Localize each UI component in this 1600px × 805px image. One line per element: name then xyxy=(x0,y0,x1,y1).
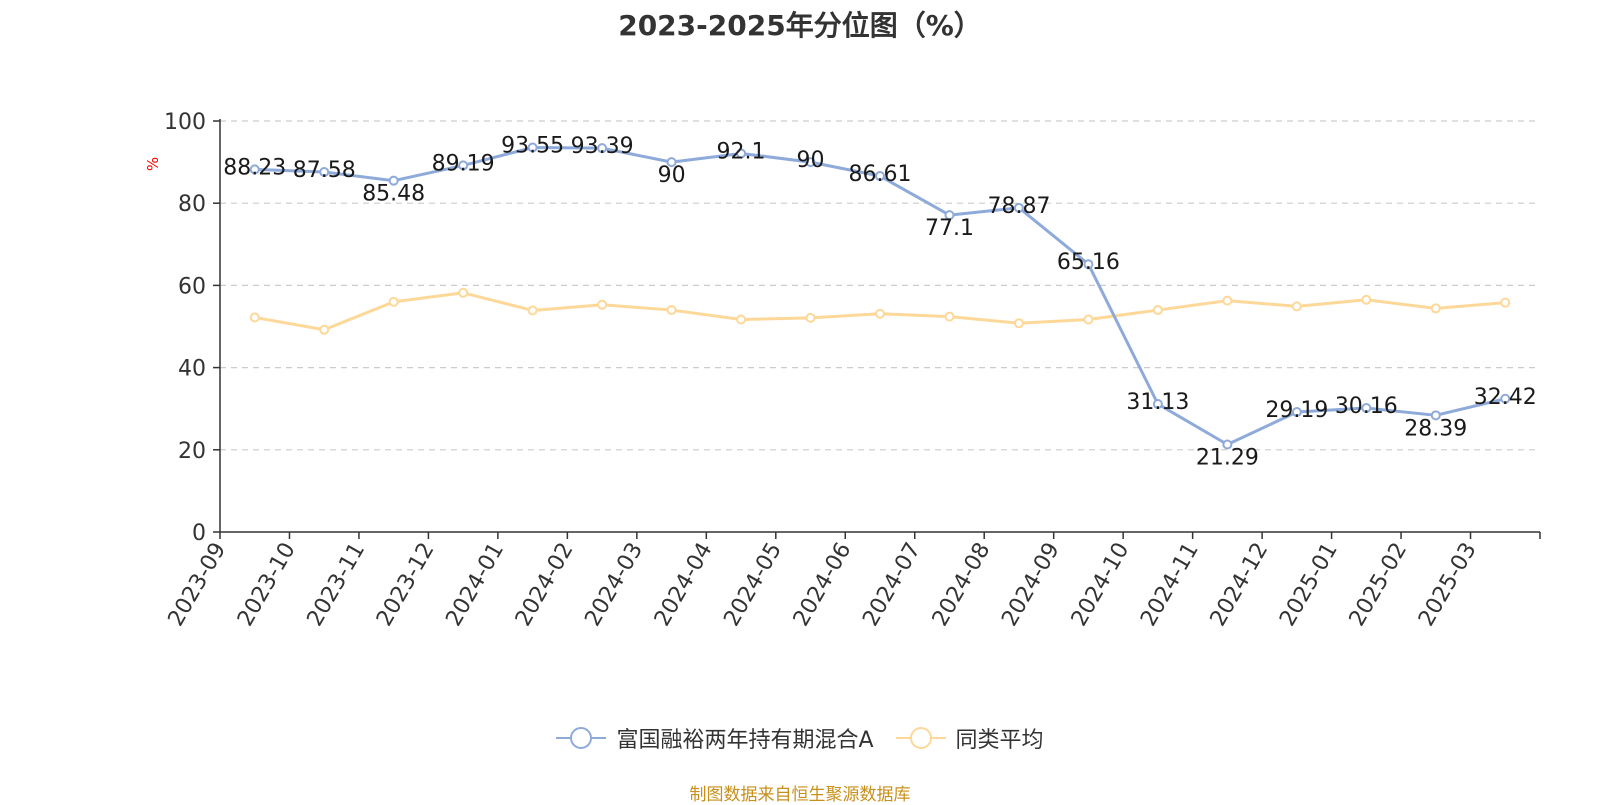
fund-data-point[interactable] xyxy=(1291,407,1302,418)
fund-data-point[interactable] xyxy=(388,175,399,186)
average-data-point[interactable] xyxy=(319,324,330,335)
average-data-point[interactable] xyxy=(249,312,260,323)
legend-item-fund[interactable]: 富国融裕两年持有期混合A xyxy=(556,722,874,754)
fund-data-label: 88.23 xyxy=(223,155,286,180)
fund-data-label: 78.87 xyxy=(987,194,1050,219)
y-tick-label: 80 xyxy=(178,192,206,217)
fund-data-point[interactable] xyxy=(1222,439,1233,450)
fund-data-point[interactable] xyxy=(736,148,747,159)
fund-data-point[interactable] xyxy=(458,160,469,171)
average-data-point[interactable] xyxy=(527,305,538,316)
x-tick-label: 2024-01 xyxy=(441,539,509,631)
x-tick-label: 2023-10 xyxy=(233,539,301,631)
x-tick-label: 2023-11 xyxy=(303,539,371,631)
average-data-point[interactable] xyxy=(388,296,399,307)
x-tick-label: 2024-05 xyxy=(719,539,787,631)
average-data-point[interactable] xyxy=(1222,295,1233,306)
chart-title: 2023-2025年分位图（%） xyxy=(618,9,982,42)
average-data-point[interactable] xyxy=(944,311,955,322)
average-data-point[interactable] xyxy=(458,287,469,298)
legend-average-marker-icon xyxy=(895,727,946,749)
legend-item-average[interactable]: 同类平均 xyxy=(895,722,1044,754)
y-tick-label: 60 xyxy=(178,274,206,299)
source-note: 制图数据来自恒生聚源数据库 xyxy=(689,785,911,805)
legend-average-label: 同类平均 xyxy=(955,728,1044,753)
y-tick-label: 100 xyxy=(164,110,206,135)
fund-data-label: 28.39 xyxy=(1404,416,1467,441)
fund-data-label: 29.19 xyxy=(1265,398,1328,423)
y-axis-label: % xyxy=(144,157,162,171)
fund-data-label: 77.1 xyxy=(925,216,974,241)
fund-data-point[interactable] xyxy=(875,171,885,182)
fund-data-label: 93.55 xyxy=(501,134,564,159)
average-data-point[interactable] xyxy=(1500,297,1511,308)
x-tick-label: 2024-04 xyxy=(650,539,718,631)
fund-data-point[interactable] xyxy=(1361,403,1372,414)
average-data-point[interactable] xyxy=(1291,301,1302,312)
average-data-point[interactable] xyxy=(597,299,608,310)
average-data-point[interactable] xyxy=(1083,314,1094,325)
fund-data-label: 90 xyxy=(658,163,686,188)
fund-data-point[interactable] xyxy=(1500,393,1511,404)
x-tick-label: 2025-03 xyxy=(1414,539,1482,631)
series-layer xyxy=(249,142,1511,450)
average-data-point[interactable] xyxy=(1152,305,1163,316)
average-data-point[interactable] xyxy=(1430,303,1441,314)
fund-data-point[interactable] xyxy=(319,167,330,178)
y-tick-label: 0 xyxy=(192,521,206,546)
fund-data-point[interactable] xyxy=(805,157,816,168)
fund-data-label: 85.48 xyxy=(362,182,425,207)
fund-data-label: 93.39 xyxy=(571,134,634,159)
y-tick-label: 40 xyxy=(178,357,206,382)
x-tick-label: 2023-12 xyxy=(372,539,440,631)
legend-fund-label: 富国融裕两年持有期混合A xyxy=(616,728,874,753)
fund-data-point[interactable] xyxy=(527,142,538,153)
fund-data-point[interactable] xyxy=(1430,410,1441,421)
x-tick-label: 2024-08 xyxy=(928,538,996,630)
x-tick-label: 2023-09 xyxy=(164,539,232,631)
fund-data-point[interactable] xyxy=(1013,202,1024,213)
x-tick-label: 2024-11 xyxy=(1136,539,1204,631)
average-data-point[interactable] xyxy=(666,305,677,316)
fund-data-label: 87.58 xyxy=(293,158,356,183)
x-tick-label: 2024-07 xyxy=(858,539,926,631)
y-tick-label: 20 xyxy=(178,439,206,464)
x-tick-label: 2024-06 xyxy=(789,539,857,631)
x-tick-label: 2024-09 xyxy=(997,539,1065,631)
average-data-point[interactable] xyxy=(805,312,816,323)
x-tick-label: 2024-12 xyxy=(1206,539,1274,631)
fund-data-point[interactable] xyxy=(944,210,955,221)
fund-data-point[interactable] xyxy=(597,143,608,154)
fund-data-point[interactable] xyxy=(1083,259,1094,270)
average-data-point[interactable] xyxy=(875,308,885,319)
fund-data-point[interactable] xyxy=(666,157,677,168)
grid-lines xyxy=(220,120,1540,451)
average-data-point[interactable] xyxy=(1013,318,1024,329)
fund-data-label: 90 xyxy=(797,148,825,173)
fund-data-point[interactable] xyxy=(249,164,260,175)
fund-data-label: 32.42 xyxy=(1474,385,1537,410)
fund-data-label: 21.29 xyxy=(1196,445,1259,470)
fund-data-label: 89.19 xyxy=(432,151,495,176)
fund-data-label: 30.16 xyxy=(1335,394,1398,419)
x-tick-label: 2025-01 xyxy=(1275,539,1343,631)
legend: 富国融裕两年持有期混合A 同类平均 xyxy=(0,722,1600,754)
x-tick-label: 2024-03 xyxy=(580,539,648,631)
fund-data-label: 31.13 xyxy=(1126,390,1189,415)
average-data-point[interactable] xyxy=(1361,294,1372,305)
average-data-point[interactable] xyxy=(736,314,747,325)
x-tick-label: 2024-10 xyxy=(1067,539,1135,631)
fund-data-label: 65.16 xyxy=(1057,250,1120,275)
x-tick-label: 2025-02 xyxy=(1345,539,1413,631)
legend-fund-marker-icon xyxy=(556,727,607,749)
fund-data-label: 92.1 xyxy=(717,139,766,164)
x-tick-label: 2024-02 xyxy=(511,539,579,631)
fund-data-label: 86.61 xyxy=(849,162,912,187)
fund-data-point[interactable] xyxy=(1152,399,1163,410)
